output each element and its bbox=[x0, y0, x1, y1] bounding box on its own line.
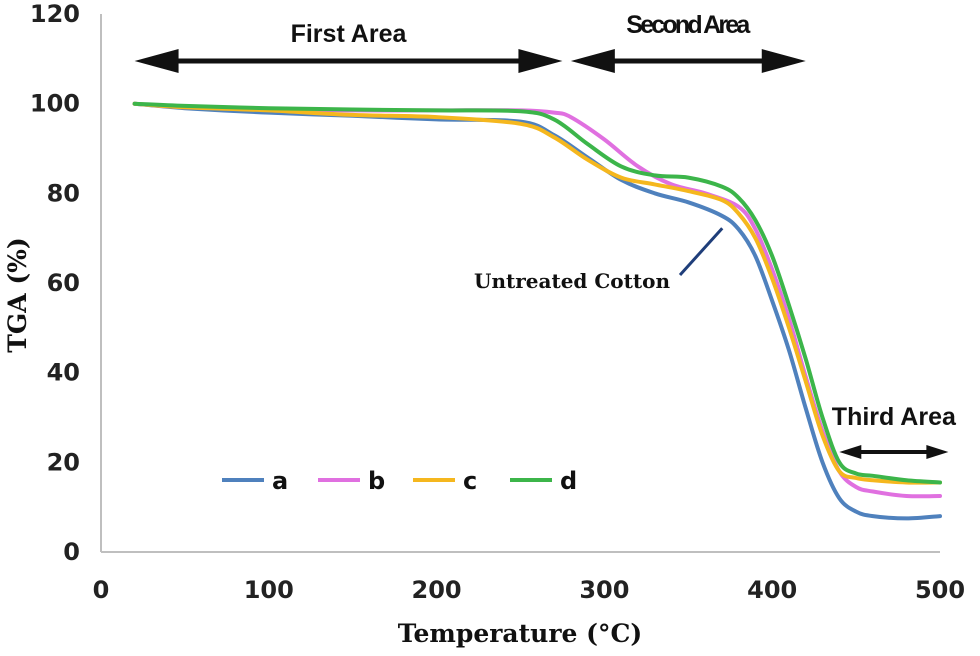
region-arrow-head-left bbox=[570, 49, 615, 73]
legend-label-a: a bbox=[272, 467, 288, 495]
legend-label-c: c bbox=[463, 467, 477, 495]
region-arrows: First Area Second Area Third Area bbox=[134, 11, 957, 459]
legend-label-b: b bbox=[368, 467, 385, 495]
x-tick-label: 0 bbox=[93, 576, 110, 604]
region-arrow-head-right bbox=[926, 445, 949, 459]
region-label: Second Area bbox=[626, 11, 751, 39]
y-tick-label: 120 bbox=[30, 0, 80, 28]
region-arrow-head-right bbox=[518, 49, 563, 73]
y-tick-label: 100 bbox=[30, 90, 80, 118]
region-label: Third Area bbox=[832, 403, 957, 431]
legend-label-d: d bbox=[560, 467, 577, 495]
y-tick-label: 0 bbox=[63, 538, 80, 566]
x-tick-label: 200 bbox=[412, 576, 462, 604]
y-axis-title: TGA (%) bbox=[3, 237, 32, 352]
y-tick-label: 20 bbox=[47, 448, 80, 476]
x-tick-labels: 0 100 200 300 400 500 bbox=[93, 576, 965, 604]
series-lines bbox=[132, 101, 942, 521]
series-line-d bbox=[132, 101, 942, 485]
region-arrow-head-left bbox=[839, 445, 862, 459]
plot-area bbox=[100, 14, 940, 553]
y-tick-label: 60 bbox=[47, 269, 80, 297]
legend: a b c d bbox=[222, 467, 577, 495]
y-tick-labels: 0 20 40 60 80 100 120 bbox=[30, 0, 80, 566]
region-arrow-head-left bbox=[134, 49, 179, 73]
series-line-b bbox=[132, 101, 942, 499]
region-arrow-head-right bbox=[761, 49, 806, 73]
y-tick-label: 80 bbox=[47, 179, 80, 207]
annotation-pointer bbox=[678, 227, 724, 277]
y-tick-label: 40 bbox=[47, 359, 80, 387]
series-line-a bbox=[132, 101, 942, 521]
annotation-label: Untreated Cotton bbox=[474, 269, 670, 293]
x-tick-label: 300 bbox=[579, 576, 629, 604]
region-label: First Area bbox=[291, 20, 408, 48]
x-tick-label: 100 bbox=[244, 576, 294, 604]
x-axis-title: Temperature (°C) bbox=[398, 619, 642, 648]
series-line-c bbox=[132, 101, 942, 485]
x-tick-label: 400 bbox=[747, 576, 797, 604]
x-tick-label: 500 bbox=[915, 576, 965, 604]
annotation: Untreated Cotton bbox=[474, 227, 724, 293]
